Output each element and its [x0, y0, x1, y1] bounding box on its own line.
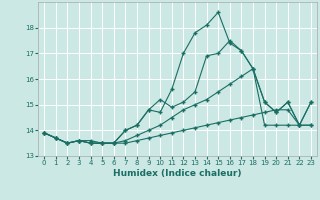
X-axis label: Humidex (Indice chaleur): Humidex (Indice chaleur)	[113, 169, 242, 178]
